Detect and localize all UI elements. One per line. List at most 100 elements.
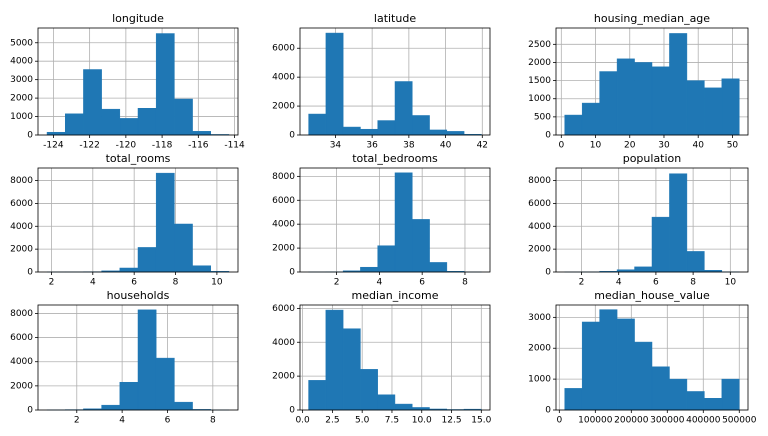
y-tick-label: 0 (27, 131, 33, 141)
x-tick-label: 38 (403, 141, 415, 151)
histogram-bar (155, 357, 175, 411)
histogram-bar (704, 398, 723, 411)
y-tick-label: 500 (534, 112, 551, 122)
chart-title: total_bedrooms (352, 152, 438, 165)
x-tick-label: 8 (173, 278, 179, 288)
histogram-bar (64, 113, 84, 136)
y-tick-label: 2000 (10, 94, 33, 104)
histogram-bar (616, 318, 635, 411)
x-tick-label: 400000 (686, 416, 721, 426)
histogram-bar (119, 381, 139, 411)
y-tick-label: 3000 (528, 313, 551, 323)
y-tick-label: 6000 (10, 333, 33, 343)
histogram-bar (412, 219, 430, 273)
histogram-bar (119, 267, 139, 273)
histogram-bar (446, 131, 465, 136)
y-tick-label: 0 (27, 406, 33, 416)
histogram-bar (412, 115, 430, 136)
histogram-bar (669, 173, 688, 273)
y-tick-label: 1000 (10, 112, 33, 122)
x-tick-label: -116 (188, 141, 209, 151)
x-tick-label: 0.0 (295, 416, 310, 426)
x-tick-label: 4 (377, 278, 383, 288)
histogram-bar (704, 87, 723, 136)
y-tick-label: 4000 (272, 73, 295, 83)
histogram-bar (429, 129, 448, 136)
plot-frame (299, 304, 491, 411)
x-tick-label: 0 (556, 416, 562, 426)
histogram-bar (308, 113, 327, 136)
histogram-bar (325, 32, 344, 136)
chart-title: median_house_value (594, 289, 710, 302)
y-tick-label: 4000 (10, 357, 33, 367)
y-tick-label: 2000 (528, 245, 551, 255)
x-tick-label: -120 (116, 141, 137, 151)
y-tick-label: 6000 (528, 199, 551, 209)
histogram-bar (686, 391, 705, 411)
histogram-bar (192, 131, 212, 136)
histogram-bar (308, 380, 327, 411)
histogram-bar (101, 404, 121, 411)
histogram-bar (634, 266, 653, 273)
histogram-bar (192, 265, 211, 273)
x-tick-label: 4 (616, 278, 622, 288)
y-tick-label: 8000 (10, 309, 33, 319)
x-tick-label: 10 (211, 278, 223, 288)
y-tick-label: 1000 (528, 375, 551, 385)
histogram-bar (721, 378, 740, 411)
y-tick-label: 0 (545, 131, 551, 141)
x-tick-label: 8 (210, 416, 216, 426)
x-tick-label: -118 (152, 141, 173, 151)
chart-title: households (107, 289, 170, 302)
x-tick-label: 10 (725, 278, 737, 288)
x-tick-label: 6 (165, 416, 171, 426)
y-tick-label: 2000 (272, 102, 295, 112)
histogram-bar (651, 216, 670, 273)
histogram-bar (360, 266, 378, 273)
x-tick-label: 7.5 (385, 416, 399, 426)
y-tick-label: 3000 (10, 75, 33, 85)
y-tick-label: 4000 (528, 222, 551, 232)
plot-frame (555, 304, 749, 411)
x-tick-label: 500000 (722, 416, 757, 426)
chart-title: population (623, 152, 682, 165)
histogram-bar (360, 128, 378, 136)
histogram-bar (174, 98, 193, 136)
x-tick-label: 8 (690, 278, 696, 288)
histogram-bar (394, 81, 413, 136)
chart-title: median_income (351, 289, 438, 302)
y-tick-label: 4000 (10, 57, 33, 67)
histogram-bar (581, 321, 600, 411)
histogram-bar (174, 401, 193, 411)
x-tick-label: 10 (590, 141, 602, 151)
histogram-bar (155, 33, 175, 136)
histogram-bar (651, 366, 670, 411)
x-tick-label: 12.5 (442, 416, 462, 426)
x-tick-label: 4 (90, 278, 96, 288)
histogram-bar (46, 131, 66, 136)
y-tick-label: 2000 (10, 245, 33, 255)
x-tick-label: 4 (119, 416, 125, 426)
y-tick-label: 4000 (272, 338, 295, 348)
y-tick-label: 6000 (272, 44, 295, 54)
y-tick-label: 0 (545, 268, 551, 278)
x-tick-label: 34 (330, 141, 342, 151)
histogram-bar (686, 251, 705, 273)
x-tick-label: 15.0 (471, 416, 491, 426)
histogram-bar (342, 126, 361, 136)
x-tick-label: 200000 (614, 416, 649, 426)
histogram-bar (83, 69, 102, 136)
plot-frame (37, 167, 239, 273)
histogram-bar (581, 102, 600, 136)
x-tick-label: 10.0 (412, 416, 432, 426)
y-tick-label: 4000 (272, 220, 295, 230)
y-tick-label: 0 (289, 131, 295, 141)
y-tick-label: 4000 (10, 222, 33, 232)
histogram-bar (155, 172, 175, 273)
histogram-bar (377, 120, 396, 136)
y-tick-label: 2000 (528, 344, 551, 354)
y-tick-label: 6000 (10, 199, 33, 209)
x-tick-label: 300000 (650, 416, 685, 426)
x-tick-label: 2.5 (325, 416, 339, 426)
